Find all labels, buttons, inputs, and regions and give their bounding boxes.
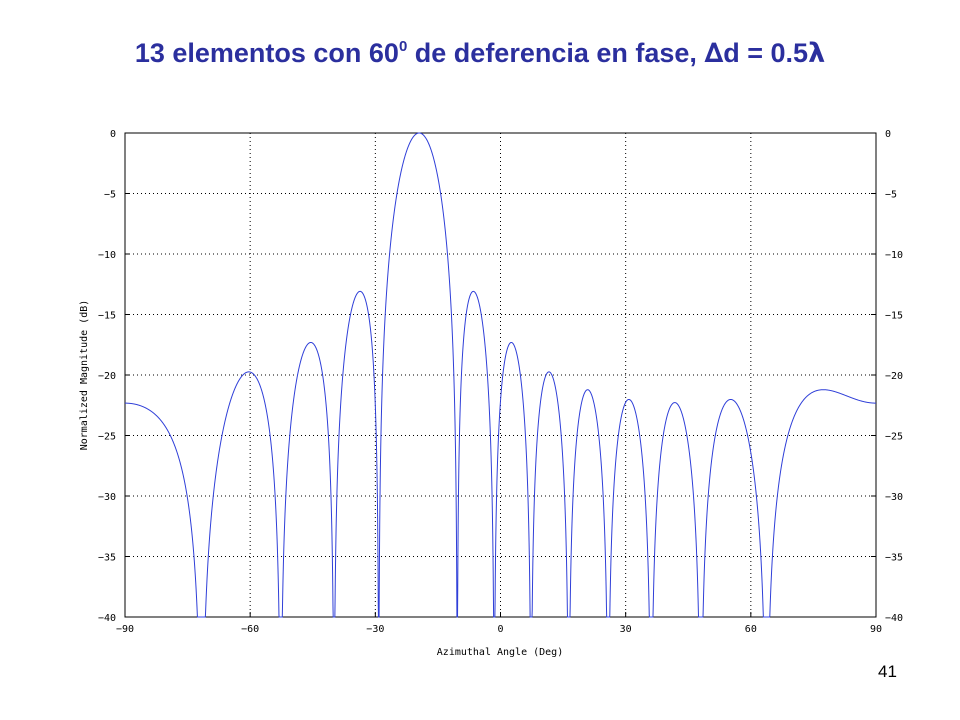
y-tick-label-left: 0 (110, 129, 116, 140)
chart-series (125, 132, 876, 618)
x-tick-label: 90 (870, 624, 882, 635)
x-axis-label: Azimuthal Angle (Deg) (437, 647, 563, 658)
y-tick-label-left: −40 (98, 613, 116, 624)
x-tick-label: 60 (745, 624, 757, 635)
y-tick-label-left: −30 (98, 492, 116, 503)
y-tick-label-left: −25 (98, 432, 116, 443)
chart-ticks: −90 −60 −30 0 30 60 90 0 0 −5 −5 −10 −10 −15 −15 −20 −20… (98, 129, 903, 635)
y-tick-label-left: −10 (98, 250, 116, 261)
y-tick-label-left: −35 (98, 553, 116, 564)
y-tick-label-right: −20 (885, 371, 903, 382)
x-tick-label: −90 (116, 624, 134, 635)
title-superscript: 0 (398, 38, 408, 55)
y-tick-label-right: −5 (885, 190, 897, 201)
y-tick-label-right: −30 (885, 492, 903, 503)
title-main-text: 13 elementos con 60 (134, 38, 399, 68)
y-tick-label-left: −20 (98, 371, 116, 382)
x-tick-label: 30 (620, 624, 632, 635)
x-tick-label: −30 (366, 624, 384, 635)
title-lambda-symbol: λ (808, 38, 826, 69)
y-tick-label-left: −5 (104, 190, 116, 201)
y-tick-label-right: −10 (885, 250, 903, 261)
y-tick-label-right: −15 (885, 311, 903, 322)
x-tick-label: −60 (241, 624, 259, 635)
y-tick-label-left: −15 (98, 311, 116, 322)
page-number: 41 (878, 662, 897, 681)
y-tick-label-right: −25 (885, 432, 903, 443)
title-delta-symbol: ∆ (704, 38, 724, 69)
series-line-pattern (125, 132, 876, 618)
y-tick-label-right: −35 (885, 553, 903, 564)
y-axis-label: Normalized Magnitude (dB) (79, 300, 90, 451)
x-tick-label: 0 (497, 624, 503, 635)
title-rest-text: de deferencia en fase, (407, 38, 705, 68)
slide-title: 13 elementos con 600 de deferencia en fa… (0, 38, 960, 69)
title-spacing-text: d = 0.5 (723, 38, 809, 68)
chart-grid (125, 133, 876, 617)
y-tick-label-right: −40 (885, 613, 903, 624)
y-tick-label-right: 0 (885, 129, 891, 140)
